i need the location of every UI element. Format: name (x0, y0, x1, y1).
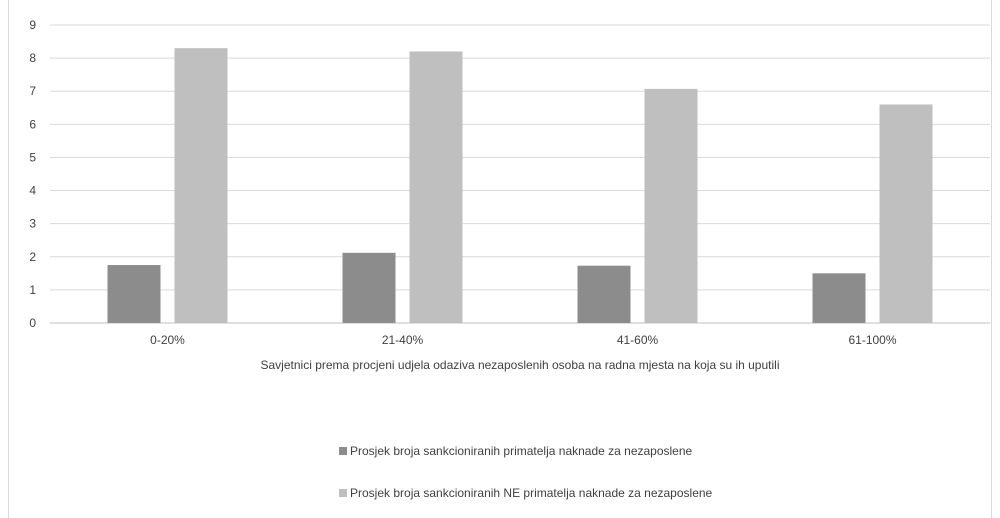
legend-label: Prosjek broja sankcioniranih NE primatel… (350, 486, 713, 500)
bars (107, 48, 933, 324)
y-tick-label: 5 (29, 150, 36, 164)
x-tick-label: 21-40% (382, 333, 424, 347)
legend-swatch (339, 447, 347, 455)
bar-series-1-41-60% (577, 265, 631, 323)
bar-series-2-0-20% (174, 48, 228, 324)
bar-series-2-21-40% (409, 51, 463, 323)
y-tick-label: 3 (29, 217, 36, 231)
y-axis-ticks: 0 1 2 3 4 5 6 7 8 9 (29, 18, 36, 330)
x-axis-title: Savjetnici prema procjeni udjela odaziva… (261, 358, 780, 372)
legend-label: Prosjek broja sankcioniranih primatelja … (350, 444, 693, 458)
y-tick-label: 1 (29, 283, 36, 297)
x-tick-label: 41-60% (617, 333, 659, 347)
bar-series-2-61-100% (879, 104, 933, 323)
y-tick-label: 9 (29, 18, 36, 32)
bar-series-2-41-60% (644, 88, 698, 323)
y-tick-label: 4 (29, 184, 36, 198)
chart-frame (8, 0, 992, 518)
bar-series-1-0-20% (107, 265, 161, 323)
y-tick-label: 8 (29, 51, 36, 65)
y-tick-label: 2 (29, 250, 36, 264)
x-tick-label: 61-100% (848, 333, 896, 347)
y-tick-label: 7 (29, 84, 36, 98)
bar-series-1-21-40% (342, 252, 396, 323)
gridlines (50, 24, 990, 324)
x-tick-label: 0-20% (150, 333, 185, 347)
bar-series-1-61-100% (812, 273, 866, 323)
legend-swatch (339, 489, 347, 497)
legend: Prosjek broja sankcioniranih primatelja … (339, 444, 713, 500)
x-axis-ticks: 0-20% 21-40% 41-60% 61-100% (150, 333, 897, 347)
y-tick-label: 0 (29, 316, 36, 330)
y-tick-label: 6 (29, 117, 36, 131)
